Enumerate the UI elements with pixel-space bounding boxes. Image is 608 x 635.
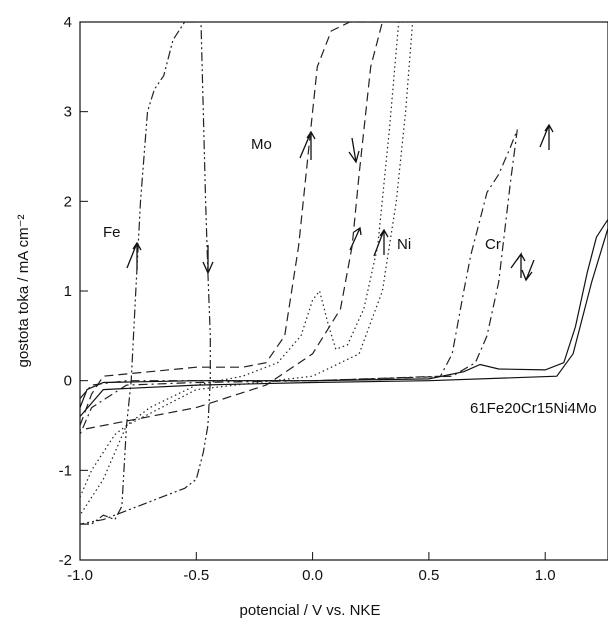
y-tick-label: 4 [64, 14, 72, 31]
y-axis-label: gostota toka / mA cm⁻² [15, 215, 32, 368]
x-axis-label: potencial / V vs. NKE [240, 602, 381, 619]
y-tick-label: -2 [59, 552, 72, 569]
arrow [521, 259, 535, 282]
series-line [80, 22, 414, 516]
curve-label: Ni [397, 236, 411, 253]
curve-label: Cr [485, 236, 501, 253]
y-tick-label: 3 [64, 104, 72, 121]
series-line [80, 218, 608, 417]
x-tick-label: 0.0 [302, 567, 323, 584]
x-tick-label: 0.5 [418, 567, 439, 584]
y-tick-label: -1 [59, 462, 72, 479]
y-tick-label: 1 [64, 283, 72, 300]
arrow [126, 241, 142, 270]
x-tick-label: -0.5 [183, 567, 209, 584]
arrow [539, 123, 554, 150]
curve-label: Mo [251, 136, 272, 153]
series-line [80, 22, 384, 431]
curve-label: 61Fe20Cr15Ni4Mo [470, 400, 597, 417]
arrow [373, 228, 389, 257]
x-tick-label: 1.0 [535, 567, 556, 584]
y-tick-label: 0 [64, 373, 72, 390]
series-line [80, 129, 518, 435]
arrow [510, 251, 526, 278]
curve-label: Fe [103, 224, 121, 241]
x-tick-label: -1.0 [67, 567, 93, 584]
arrow [348, 137, 360, 164]
plot-lines [80, 22, 608, 525]
series-line [80, 22, 211, 525]
arrow [299, 130, 316, 160]
arrows [126, 123, 554, 282]
y-tick-label: 2 [64, 193, 72, 210]
